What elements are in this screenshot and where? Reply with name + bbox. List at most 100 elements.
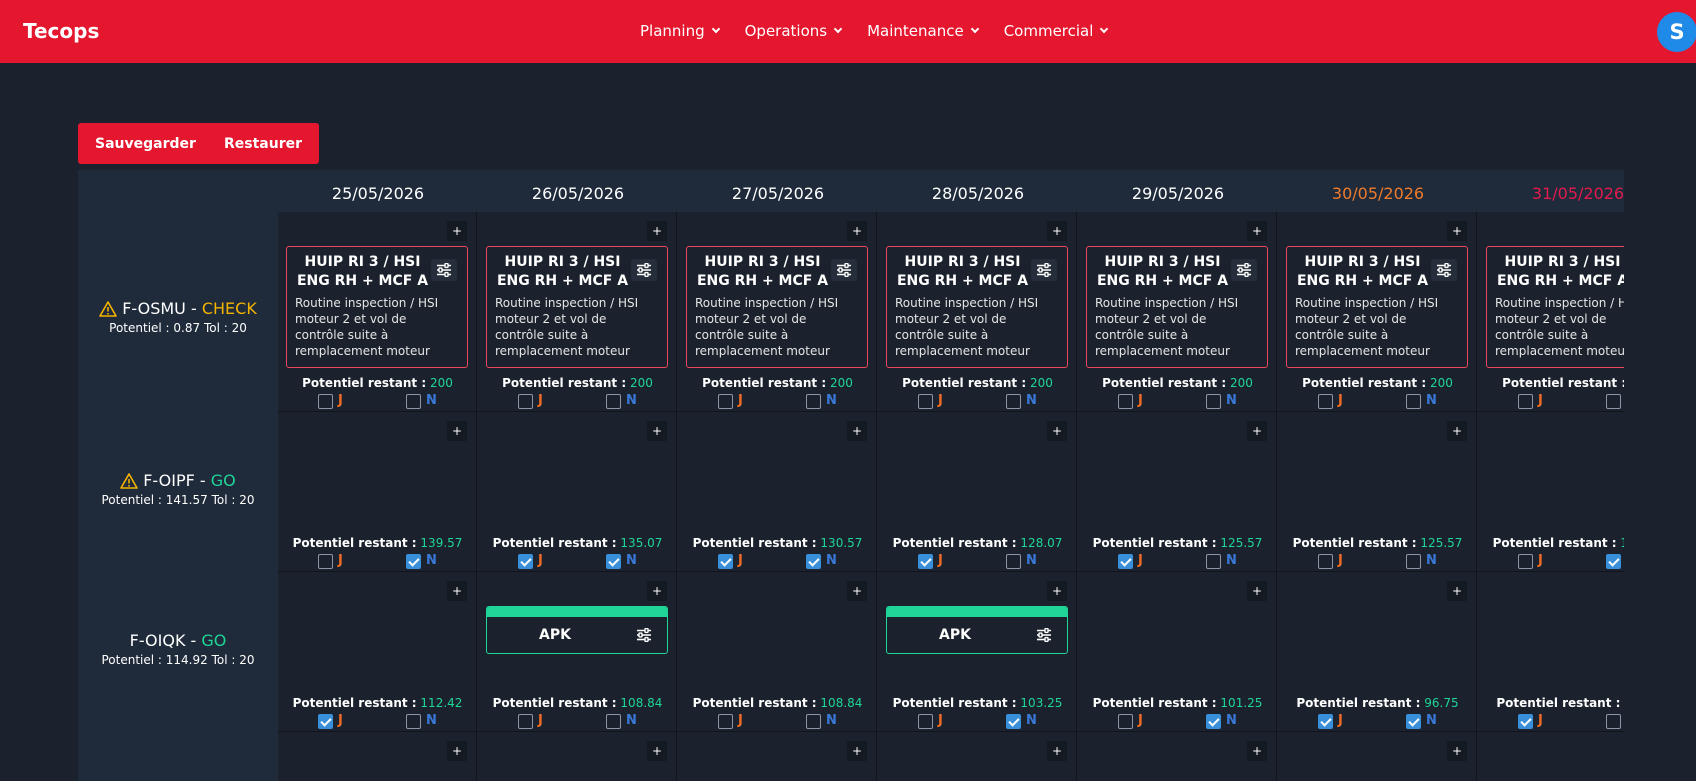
add-task-button[interactable]: +: [447, 221, 467, 241]
day-shift-checkbox[interactable]: [1118, 394, 1133, 409]
night-shift-checkbox[interactable]: [1006, 394, 1021, 409]
user-avatar[interactable]: S: [1657, 12, 1696, 52]
menu-maintenance[interactable]: Maintenance: [867, 22, 979, 40]
task-card[interactable]: HUIP RI 3 / HSI ENG RH + MCF A Routine in…: [1286, 246, 1468, 368]
aircraft-name[interactable]: F-OSMU - CHECK: [78, 299, 278, 318]
night-shift-checkbox[interactable]: [806, 554, 821, 569]
night-shift-checkbox[interactable]: [1606, 554, 1621, 569]
day-shift-checkbox[interactable]: [918, 554, 933, 569]
potential-remaining-value: 108.84: [820, 696, 863, 710]
add-task-button[interactable]: +: [847, 421, 867, 441]
night-shift-checkbox[interactable]: [1206, 554, 1221, 569]
task-card[interactable]: HUIP RI 3 / HSI ENG RH + MCF A Routine in…: [1086, 246, 1268, 368]
day-shift-checkbox[interactable]: [918, 714, 933, 729]
night-shift-checkbox[interactable]: [406, 394, 421, 409]
day-shift-checkbox[interactable]: [1318, 394, 1333, 409]
aircraft-name[interactable]: F-OIPF - GO: [78, 471, 278, 490]
add-task-button[interactable]: +: [647, 581, 667, 601]
add-task-button[interactable]: +: [1247, 741, 1267, 761]
apk-card[interactable]: APK: [886, 606, 1068, 654]
night-shift-checkbox[interactable]: [806, 394, 821, 409]
add-task-button[interactable]: +: [1447, 221, 1467, 241]
night-shift-checkbox[interactable]: [406, 714, 421, 729]
day-shift-checkbox[interactable]: [1518, 554, 1533, 569]
task-card[interactable]: HUIP RI 3 / HSI ENG RH + MCF A Routine in…: [1486, 246, 1624, 368]
day-shift-checkbox[interactable]: [318, 554, 333, 569]
day-shift-checkbox[interactable]: [1118, 554, 1133, 569]
day-shift-checkbox[interactable]: [518, 394, 533, 409]
night-shift-checkbox[interactable]: [1006, 554, 1021, 569]
settings-sliders-icon[interactable]: [631, 259, 657, 281]
night-shift-checkbox[interactable]: [406, 554, 421, 569]
day-shift-checkbox[interactable]: [1518, 394, 1533, 409]
night-shift-checkbox[interactable]: [606, 554, 621, 569]
add-task-button[interactable]: +: [1047, 221, 1067, 241]
add-task-button[interactable]: +: [1047, 421, 1067, 441]
add-task-button[interactable]: +: [847, 221, 867, 241]
menu-operations[interactable]: Operations: [745, 22, 843, 40]
day-shift-checkbox[interactable]: [518, 554, 533, 569]
add-task-button[interactable]: +: [1247, 581, 1267, 601]
settings-sliders-icon[interactable]: [1031, 259, 1057, 281]
day-shift-checkbox[interactable]: [1518, 714, 1533, 729]
night-shift-checkbox[interactable]: [1006, 714, 1021, 729]
add-task-button[interactable]: +: [447, 421, 467, 441]
brand-logo[interactable]: Tecops: [23, 19, 100, 43]
day-shift-checkbox[interactable]: [318, 394, 333, 409]
add-task-button[interactable]: +: [647, 741, 667, 761]
potential-remaining: Potentiel restant : 108.84: [478, 696, 677, 710]
night-shift-checkbox[interactable]: [1406, 554, 1421, 569]
settings-sliders-icon[interactable]: [831, 259, 857, 281]
night-shift-checkbox[interactable]: [806, 714, 821, 729]
settings-sliders-icon[interactable]: [1031, 624, 1057, 646]
planning-cell: + Potentiel restant : 125.57 J N: [1278, 412, 1477, 572]
add-task-button[interactable]: +: [1447, 741, 1467, 761]
night-shift-checkbox[interactable]: [1206, 394, 1221, 409]
night-shift-checkbox[interactable]: [606, 714, 621, 729]
day-shift-label: J: [538, 393, 543, 408]
add-task-button[interactable]: +: [1447, 421, 1467, 441]
settings-sliders-icon[interactable]: [1431, 259, 1457, 281]
day-shift-checkbox[interactable]: [1318, 714, 1333, 729]
add-task-button[interactable]: +: [847, 581, 867, 601]
settings-sliders-icon[interactable]: [631, 624, 657, 646]
settings-sliders-icon[interactable]: [1231, 259, 1257, 281]
apk-card[interactable]: APK: [486, 606, 668, 654]
day-shift-checkbox[interactable]: [518, 714, 533, 729]
day-shift-checkbox[interactable]: [1318, 554, 1333, 569]
add-task-button[interactable]: +: [847, 741, 867, 761]
night-shift-checkbox[interactable]: [1406, 714, 1421, 729]
night-shift-checkbox[interactable]: [1206, 714, 1221, 729]
add-task-button[interactable]: +: [1447, 581, 1467, 601]
night-shift-checkbox[interactable]: [1606, 394, 1621, 409]
day-shift-checkbox[interactable]: [718, 714, 733, 729]
night-shift-checkbox[interactable]: [1606, 714, 1621, 729]
day-shift-checkbox[interactable]: [1118, 714, 1133, 729]
night-shift-checkbox[interactable]: [606, 394, 621, 409]
night-shift-checkbox[interactable]: [1406, 394, 1421, 409]
task-card[interactable]: HUIP RI 3 / HSI ENG RH + MCF A Routine in…: [486, 246, 668, 368]
add-task-button[interactable]: +: [447, 741, 467, 761]
menu-commercial[interactable]: Commercial: [1004, 22, 1109, 40]
add-task-button[interactable]: +: [447, 581, 467, 601]
day-shift-checkbox[interactable]: [318, 714, 333, 729]
restore-button[interactable]: Restaurer: [207, 123, 320, 164]
add-task-button[interactable]: +: [1047, 581, 1067, 601]
add-task-button[interactable]: +: [1247, 221, 1267, 241]
task-card[interactable]: HUIP RI 3 / HSI ENG RH + MCF A Routine in…: [686, 246, 868, 368]
add-task-button[interactable]: +: [647, 421, 667, 441]
day-shift-checkbox[interactable]: [718, 554, 733, 569]
save-button[interactable]: Sauvegarder: [78, 123, 213, 164]
menu-planning[interactable]: Planning: [640, 22, 720, 40]
task-card[interactable]: HUIP RI 3 / HSI ENG RH + MCF A Routine in…: [886, 246, 1068, 368]
day-shift-checkbox[interactable]: [718, 394, 733, 409]
day-shift-checkbox[interactable]: [918, 394, 933, 409]
add-task-button[interactable]: +: [1047, 741, 1067, 761]
task-description: Routine inspection / HSI moteur 2 et vol…: [895, 296, 1039, 358]
settings-sliders-icon[interactable]: [431, 259, 457, 281]
aircraft-name[interactable]: F-OIQK - GO: [78, 631, 278, 650]
add-task-button[interactable]: +: [1247, 421, 1267, 441]
task-card[interactable]: HUIP RI 3 / HSI ENG RH + MCF A Routine in…: [286, 246, 468, 368]
add-task-button[interactable]: +: [647, 221, 667, 241]
